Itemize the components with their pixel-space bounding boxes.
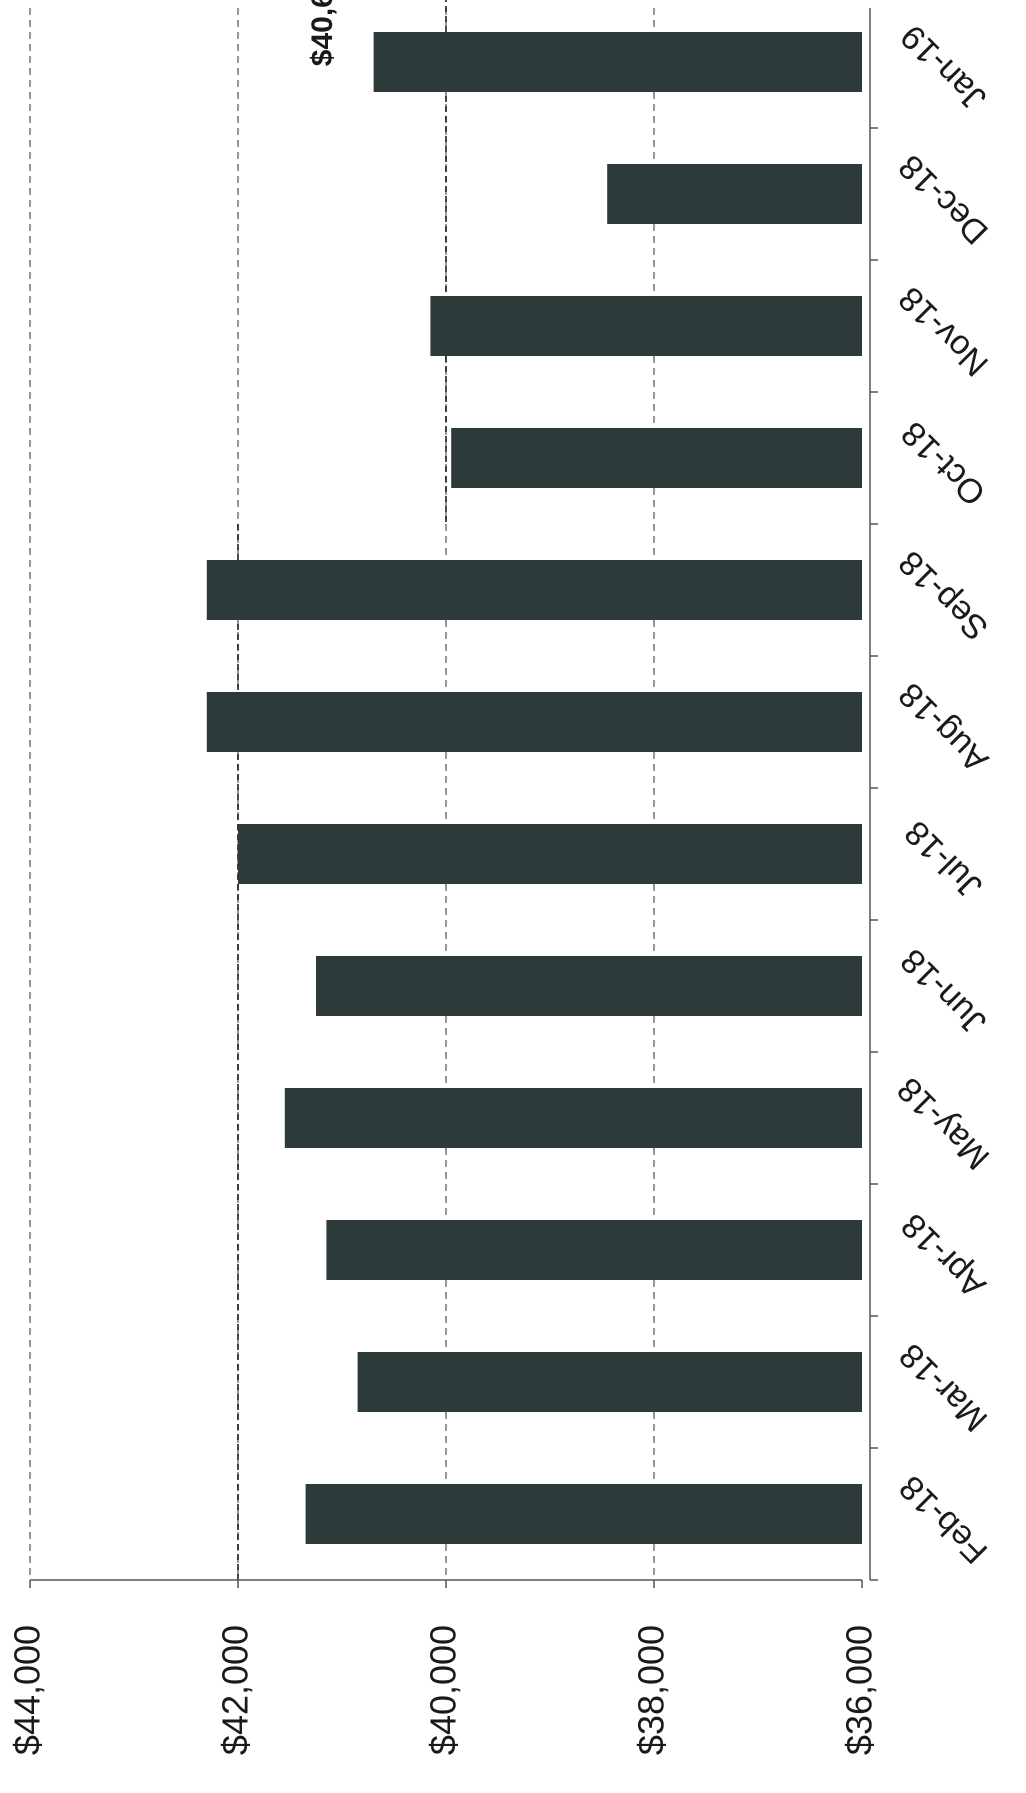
bar-Jan-19 <box>373 32 862 92</box>
value-tick-label-36000: $36,000 <box>839 1625 880 1755</box>
plot-area: Feb-18 Mar-18 Apr-18 May-18 Jun-18 Jul-18 Aug-… <box>7 0 997 1755</box>
bar-Feb-18 <box>305 1484 863 1544</box>
bar-Mar-18 <box>357 1352 862 1412</box>
category-label-Jul-18: Jul-18 <box>897 813 989 905</box>
category-label-Aug-18: Aug-18 <box>891 675 995 779</box>
category-label-Nov-18: Nov-18 <box>891 279 995 383</box>
category-label-Feb-18: Feb-18 <box>892 1468 995 1571</box>
category-label-Jun-18: Jun-18 <box>893 941 993 1041</box>
bar-Sep-18 <box>206 560 863 620</box>
annotation-label: $40,696 <box>306 0 339 66</box>
value-tick-label-42000: $42,000 <box>215 1625 256 1755</box>
category-label-Sep-18: Sep-18 <box>891 543 995 647</box>
bar-Aug-18 <box>206 692 863 752</box>
category-label-Jan-19: Jan-19 <box>893 17 993 117</box>
bar-Dec-18 <box>607 164 862 224</box>
bar-Nov-18 <box>430 296 862 356</box>
category-label-May-18: May-18 <box>890 1070 997 1177</box>
bar-Jun-18 <box>316 956 862 1016</box>
value-tick-label-44000: $44,000 <box>7 1625 48 1755</box>
bar-Apr-18 <box>326 1220 862 1280</box>
value-tick-label-40000: $40,000 <box>423 1625 464 1755</box>
category-label-Oct-18: Oct-18 <box>894 414 993 513</box>
bar-Jul-18 <box>238 824 862 884</box>
category-label-Apr-18: Apr-18 <box>894 1206 993 1305</box>
bar-Oct-18 <box>451 428 862 488</box>
category-label-Mar-18: Mar-18 <box>892 1336 995 1439</box>
category-label-Dec-18: Dec-18 <box>891 147 995 251</box>
bar-May-18 <box>284 1088 862 1148</box>
value-tick-label-38000: $38,000 <box>631 1625 672 1755</box>
